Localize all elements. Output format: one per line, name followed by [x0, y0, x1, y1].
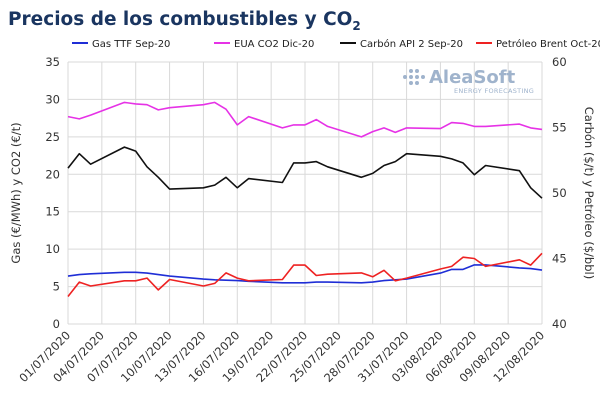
y-left-tick-label: 10 [45, 242, 60, 256]
legend-label: Carbón API 2 Sep-20 [360, 38, 463, 50]
y-left-tick-label: 30 [45, 92, 60, 106]
logo-dots-icon [403, 69, 425, 85]
chart-title-subscript: 2 [352, 19, 360, 33]
grid-lines [67, 61, 543, 325]
chart-title: Precios de los combustibles y CO2 [8, 9, 361, 33]
series-lines [67, 101, 543, 297]
series-line-1 [67, 264, 543, 284]
legend: Gas TTF Sep-20 EUA CO2 Dic-20 Carbón API 2… [72, 38, 600, 50]
logo-name: AleaSoft [429, 67, 516, 88]
y-left-tick-label: 5 [53, 280, 60, 294]
legend-label: EUA CO2 Dic-20 [234, 39, 314, 50]
y-right-tick-label: 60 [552, 55, 567, 69]
aleasoft-logo: AleaSoft ENERGY FORECASTING [403, 67, 534, 95]
legend-label: Petróleo Brent Oct-20 [496, 38, 600, 50]
series-line-4 [67, 252, 543, 297]
y-right-axis-title: Carbón ($/t) y Petróleo ($/bbl) [582, 107, 596, 279]
y-left-tick-label: 0 [53, 317, 60, 331]
logo-tagline: ENERGY FORECASTING [454, 87, 534, 95]
chart-title-main: Precios de los combustibles y CO [8, 9, 352, 30]
y-left-tick-label: 15 [45, 205, 60, 219]
y-left-axis-title: Gas (€/MWh) y CO2 (€/t) [9, 122, 23, 263]
axes: 05101520253035404550556001/07/202004/07/… [9, 55, 596, 385]
y-left-tick-label: 20 [45, 167, 60, 181]
series-line-3 [67, 146, 543, 199]
series-line-2 [67, 101, 543, 138]
y-right-tick-label: 40 [552, 317, 567, 331]
y-left-tick-label: 35 [45, 55, 60, 69]
y-right-tick-label: 45 [552, 252, 567, 266]
y-right-tick-label: 55 [552, 121, 567, 135]
y-left-tick-label: 25 [45, 130, 60, 144]
y-right-tick-label: 50 [552, 186, 567, 200]
legend-label: Gas TTF Sep-20 [92, 39, 170, 50]
